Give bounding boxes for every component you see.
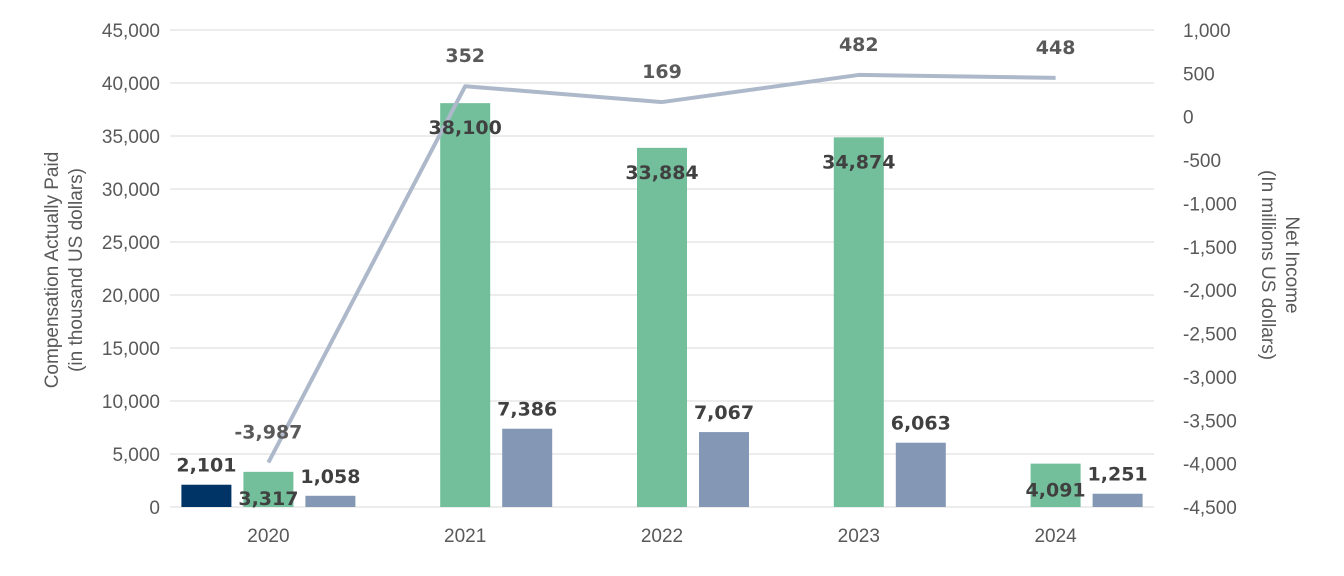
bar-value-label: 7,067 xyxy=(694,402,754,424)
right-axis-tick-label: -2,500 xyxy=(1183,325,1237,346)
net-income-value-label: 482 xyxy=(839,34,879,56)
bar-series-c xyxy=(1092,493,1143,507)
bar-value-label: 1,058 xyxy=(300,466,360,488)
right-axis-title-line-1: Net Income xyxy=(1281,216,1302,313)
net-income-line-layer xyxy=(266,72,1056,464)
bars xyxy=(181,103,1143,508)
bar-value-label: 3,317 xyxy=(238,488,298,510)
axes: 0 5,000 10,000 15,000 20,000 25,000 30,000 35,0… xyxy=(102,21,1237,547)
bar-series-b xyxy=(833,137,884,507)
x-axis-tick-label: 2023 xyxy=(838,526,880,547)
bar-series-b xyxy=(440,103,491,507)
left-axis-tick-label: 25,000 xyxy=(102,233,160,254)
right-axis-tick-label: 0 xyxy=(1183,108,1194,129)
bar-series-c xyxy=(895,442,946,507)
net-income-value-label: 352 xyxy=(445,45,485,67)
net-income-value-label: 169 xyxy=(642,61,682,83)
bar-series-c xyxy=(305,495,356,507)
right-axis-tick-label: -3,500 xyxy=(1183,411,1237,432)
right-axis-tick-label: -1,000 xyxy=(1183,194,1237,215)
right-axis-tick-label: 1,000 xyxy=(1183,21,1231,42)
bar-value-label: 33,884 xyxy=(625,162,698,184)
right-axis-tick-label: -500 xyxy=(1183,151,1221,172)
x-axis-tick-label: 2020 xyxy=(247,526,289,547)
left-axis-title-line-1: Compensation Actually Paid xyxy=(42,152,63,389)
left-axis-tick-label: 5,000 xyxy=(112,445,160,466)
left-axis-tick-label: 30,000 xyxy=(102,180,160,201)
bar-value-label: 7,386 xyxy=(497,399,557,421)
bar-series-c xyxy=(502,428,553,507)
right-axis-title-line-2: (In millions US dollars) xyxy=(1257,170,1278,360)
net-income-value-label: -3,987 xyxy=(234,422,302,444)
bar-value-label: 38,100 xyxy=(429,117,502,139)
bar-series-c xyxy=(699,432,749,507)
left-axis-tick-label: 0 xyxy=(149,498,160,519)
left-axis-title-line-2: (in thousand US dollars) xyxy=(66,168,87,372)
net-income-value-label: 448 xyxy=(1036,37,1076,59)
right-axis-tick-label: -4,000 xyxy=(1183,455,1237,476)
x-axis-tick-label: 2021 xyxy=(444,526,486,547)
right-axis-tick-label: 500 xyxy=(1183,64,1215,85)
x-axis-tick-label: 2022 xyxy=(641,526,683,547)
left-axis-tick-label: 10,000 xyxy=(102,392,160,413)
left-axis-tick-label: 40,000 xyxy=(102,74,160,95)
left-axis-tick-label: 20,000 xyxy=(102,286,160,307)
right-axis-tick-label: -4,500 xyxy=(1183,498,1237,519)
bar-value-label: 2,101 xyxy=(176,455,236,477)
bar-value-label: 6,063 xyxy=(891,413,951,435)
right-axis-tick-label: -3,000 xyxy=(1183,368,1237,389)
bar-value-label: 34,874 xyxy=(822,151,895,173)
bar-series-b xyxy=(243,471,294,507)
right-axis-tick-label: -1,500 xyxy=(1183,238,1237,259)
left-axis-tick-label: 15,000 xyxy=(102,339,160,360)
bar-series-a xyxy=(181,484,232,507)
bar-value-label: 4,091 xyxy=(1026,480,1086,502)
bar-value-label: 1,251 xyxy=(1088,464,1148,486)
x-axis-tick-label: 2024 xyxy=(1034,526,1077,547)
bar-series-b xyxy=(1030,463,1081,507)
left-axis-tick-label: 35,000 xyxy=(102,127,160,148)
bar-series-b xyxy=(637,147,687,508)
right-axis-tick-label: -2,000 xyxy=(1183,281,1237,302)
left-axis-tick-label: 45,000 xyxy=(102,21,160,42)
